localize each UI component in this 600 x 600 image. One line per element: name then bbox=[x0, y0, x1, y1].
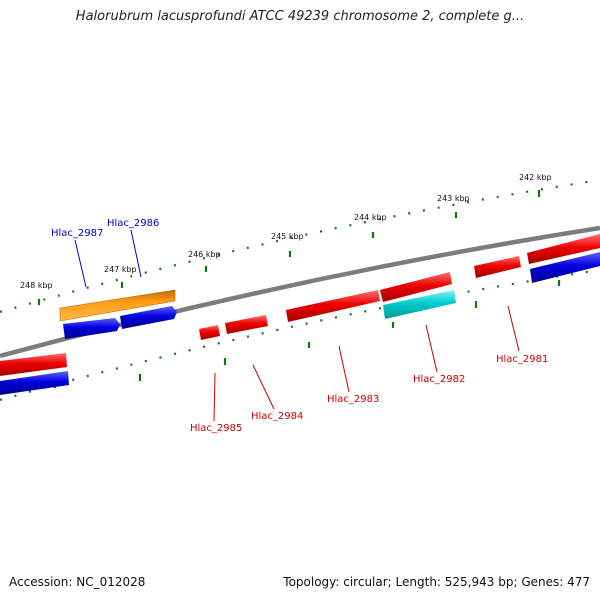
accession-text: Accession: NC_012028 bbox=[9, 575, 146, 589]
inner-major-ticks bbox=[53, 280, 561, 388]
scale-label-246: 246 kbp bbox=[188, 250, 221, 259]
gene-hlac-2987[interactable] bbox=[59, 289, 176, 322]
scale-label-248: 248 kbp bbox=[20, 281, 53, 290]
gene-hlac-2985[interactable] bbox=[199, 325, 220, 340]
gene-hlac-2982-forward[interactable] bbox=[380, 272, 452, 302]
outer-scale-dots bbox=[0, 178, 600, 314]
gene-label-hlac-2981[interactable]: Hlac_2981 bbox=[496, 354, 548, 365]
gene-hlac-2981-forward[interactable] bbox=[474, 256, 521, 278]
topology-text: Topology: circular; Length: 525,943 bp; … bbox=[283, 575, 590, 589]
outer-major-ticks bbox=[37, 190, 541, 305]
gene-hlac-2984[interactable] bbox=[225, 315, 268, 334]
gene-hlac-2988-partial[interactable] bbox=[0, 353, 67, 376]
gene-label-hlac-2982[interactable]: Hlac_2982 bbox=[413, 374, 465, 385]
gene-label-hlac-2983[interactable]: Hlac_2983 bbox=[327, 394, 379, 405]
scale-label-244: 244 kbp bbox=[354, 213, 387, 222]
scale-label-245: 245 kbp bbox=[271, 232, 304, 241]
gene-hlac-2982[interactable] bbox=[383, 290, 456, 319]
gene-label-hlac-2986[interactable]: Hlac_2986 bbox=[107, 218, 159, 229]
gene-hlac-2989-partial[interactable] bbox=[0, 371, 69, 395]
bottom-leader-lines bbox=[213, 305, 520, 422]
genome-backbone bbox=[0, 225, 600, 359]
gene-hlac-2979-partial[interactable] bbox=[530, 252, 600, 283]
gene-label-hlac-2985[interactable]: Hlac_2985 bbox=[190, 423, 242, 434]
gene-hlac-2983[interactable] bbox=[286, 290, 380, 322]
scale-label-247: 247 kbp bbox=[104, 265, 137, 274]
gene-label-hlac-2984[interactable]: Hlac_2984 bbox=[251, 411, 303, 422]
scale-label-242: 242 kbp bbox=[519, 173, 552, 182]
top-leader-lines bbox=[74, 229, 142, 288]
gene-label-hlac-2987[interactable]: Hlac_2987 bbox=[51, 228, 103, 239]
scale-label-243: 243 kbp bbox=[437, 194, 470, 203]
gene-hlac-2986b[interactable] bbox=[120, 306, 177, 329]
gene-hlac-2986[interactable] bbox=[63, 318, 120, 339]
map-title: Halorubrum lacusprofundi ATCC 49239 chro… bbox=[75, 9, 525, 24]
gene-hlac-2980-partial[interactable] bbox=[527, 234, 600, 264]
